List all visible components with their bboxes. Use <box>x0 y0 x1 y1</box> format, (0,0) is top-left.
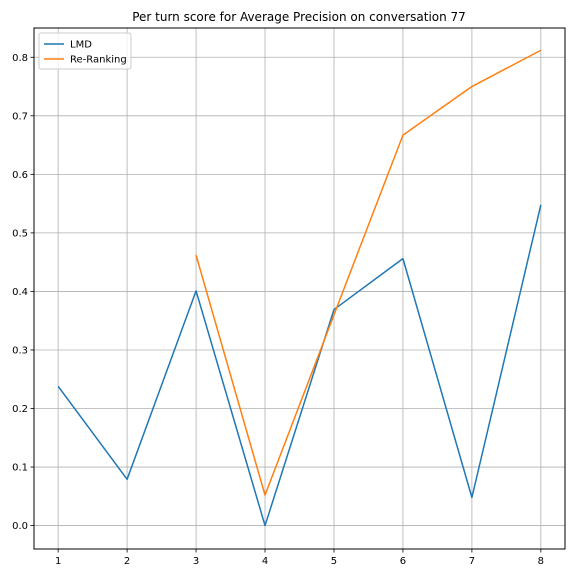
series-lines <box>57 49 542 527</box>
x-tick-label: 2 <box>124 556 130 567</box>
legend-label: LMD <box>70 40 92 51</box>
x-tick-label: 5 <box>331 556 337 567</box>
x-tick-label: 7 <box>469 556 475 567</box>
y-tick-label: 0.7 <box>12 111 28 122</box>
legend: LMD Re-Ranking <box>38 32 132 70</box>
chart-title: Per turn score for Average Precision on … <box>132 10 466 24</box>
legend-label: Re-Ranking <box>70 55 127 66</box>
x-tick-label: 1 <box>55 556 61 567</box>
axes: 1 2 3 4 5 6 7 8 0.0 0.1 0.2 0.3 0.4 0.5 0.6 0.7 0.8 <box>12 53 544 567</box>
y-tick-label: 0.5 <box>12 228 28 239</box>
y-tick-label: 0.3 <box>12 345 28 356</box>
plot-frame <box>33 27 566 550</box>
grid <box>34 28 565 549</box>
y-tick-label: 0.2 <box>12 404 28 415</box>
x-tick-label: 6 <box>400 556 406 567</box>
y-tick-label: 0.1 <box>12 463 28 474</box>
y-tick-label: 0.6 <box>12 170 28 181</box>
x-tick-label: 3 <box>193 556 199 567</box>
y-tick-label: 0.4 <box>12 287 28 298</box>
x-tick-label: 8 <box>538 556 544 567</box>
y-tick-label: 0.8 <box>12 53 28 64</box>
series-line-re-ranking <box>195 49 542 496</box>
series-line-lmd <box>57 204 542 527</box>
y-tick-label: 0.0 <box>12 521 28 532</box>
x-tick-label: 4 <box>262 556 268 567</box>
legend-box <box>38 32 132 70</box>
